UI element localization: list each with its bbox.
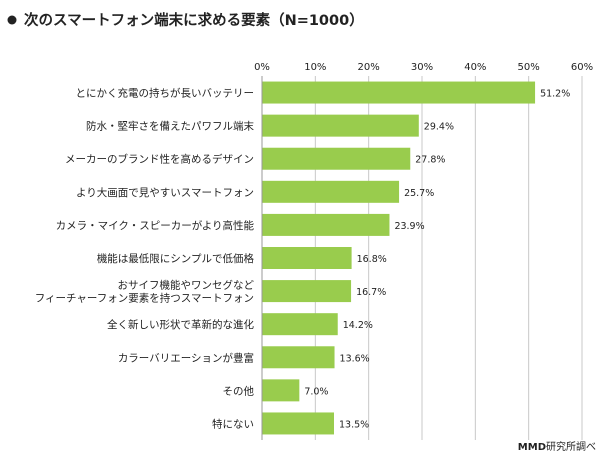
bar — [262, 213, 390, 236]
bar — [262, 114, 419, 137]
grid — [261, 76, 583, 440]
category-label: とにかく充電の持ちが長いバッテリー — [76, 87, 255, 100]
value-labels: 51.2% 29.4% 27.8% 25.7% 23.9% 16.8% 16.7% 14.2%… — [304, 89, 570, 431]
bar — [262, 147, 411, 170]
source-text: 研究所調べ — [546, 440, 596, 453]
bar — [262, 280, 352, 303]
category-label: メーカーのブランド性を高めるデザイン — [65, 153, 254, 166]
category-label: カメラ・マイク・スピーカーがより高性能 — [56, 219, 255, 232]
x-tick-label: 60% — [571, 62, 593, 73]
value-label: 14.2% — [343, 320, 373, 331]
category-label: より大画面で見やすいスマートフォン — [76, 186, 254, 199]
bar — [262, 346, 335, 369]
category-label: おサイフ機能やワンセグなどフィーチャーフォン要素を持つスマートフォン — [35, 279, 255, 305]
bars — [262, 81, 536, 435]
category-labels: とにかく充電の持ちが長いバッテリー防水・堅牢さを備えたパワフル端末メーカーのブラ… — [35, 87, 255, 431]
value-label: 13.6% — [340, 353, 370, 364]
x-tick-label: 10% — [304, 62, 326, 73]
x-tick-label: 30% — [411, 62, 433, 73]
value-label: 51.2% — [540, 89, 570, 100]
source-note: MMD研究所調べ — [518, 440, 596, 453]
value-label: 29.4% — [424, 122, 454, 133]
bar — [262, 247, 352, 269]
value-label: 16.8% — [357, 254, 387, 265]
category-label: カラーバリエーションが豊富 — [118, 351, 254, 364]
value-label: 16.7% — [356, 287, 386, 298]
category-label: 防水・堅牢さを備えたパワフル端末 — [86, 120, 254, 133]
value-label: 25.7% — [404, 188, 434, 199]
value-label: 27.8% — [415, 155, 445, 166]
bar — [262, 313, 338, 336]
category-label: 機能は最低限にシンプルで低価格 — [97, 252, 255, 265]
bar — [262, 180, 400, 203]
x-axis-ticks: 0% 10% 20% 30% 40% 50% 60% — [254, 62, 593, 73]
bar — [262, 81, 536, 104]
category-label: 全く新しい形状で革新的な進化 — [107, 318, 254, 331]
category-label: その他 — [223, 384, 255, 397]
source-brand: MMD — [518, 442, 546, 453]
bar — [262, 379, 300, 402]
value-label: 23.9% — [394, 221, 424, 232]
value-label: 7.0% — [304, 386, 328, 397]
value-label: 13.5% — [339, 419, 369, 430]
x-tick-label: 50% — [518, 62, 540, 73]
title-bullet — [7, 15, 17, 25]
x-tick-label: 20% — [358, 62, 380, 73]
x-tick-label: 40% — [464, 62, 486, 73]
category-label: 特にない — [212, 418, 254, 430]
bar — [262, 412, 334, 435]
chart-title: 次のスマートフォン端末に求める要素（N=1000） — [24, 11, 364, 29]
x-tick-label: 0% — [254, 62, 270, 73]
